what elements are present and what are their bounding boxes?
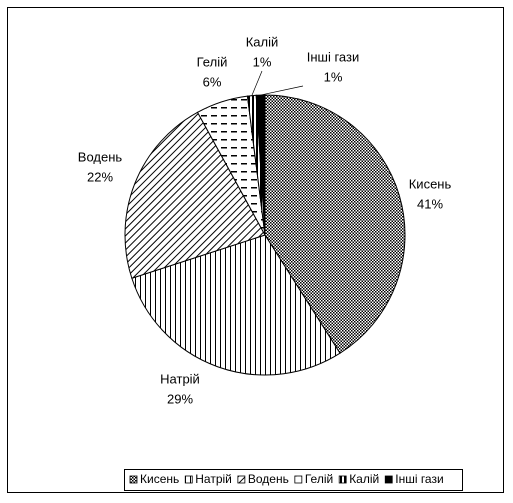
- slice-label: Натрій: [160, 371, 200, 386]
- legend-label: Натрій: [195, 472, 232, 486]
- legend-swatch: [184, 475, 193, 484]
- slice-value-label: 1%: [253, 54, 272, 69]
- slice-label: Інші гази: [307, 49, 359, 64]
- slice-label: Калій: [246, 34, 279, 49]
- pie-slice: [264, 94, 406, 354]
- legend-label: Водень: [248, 472, 289, 486]
- slice-value-label: 29%: [167, 391, 193, 406]
- legend-box: [124, 469, 463, 491]
- legend-swatch: [129, 475, 138, 484]
- slice-value-label: 1%: [324, 69, 343, 84]
- slice-label: Водень: [78, 149, 123, 164]
- pie-slice: [255, 94, 266, 236]
- slice-label: Кисень: [409, 176, 452, 191]
- leader-line: [251, 70, 263, 96]
- legend-swatch: [338, 475, 347, 484]
- legend-label: Гелій: [305, 472, 333, 486]
- pie-slice: [124, 111, 266, 279]
- legend-swatch: [237, 475, 246, 484]
- legend-swatch: [384, 475, 393, 484]
- legend-label: Кисень: [140, 472, 179, 486]
- legend: Кисень Натрій Водень Гелій Калій Інші гази: [129, 472, 444, 486]
- leader-line: [260, 85, 304, 96]
- slice-value-label: 6%: [203, 74, 222, 89]
- legend-label: Інші гази: [395, 472, 443, 486]
- pie-slice: [131, 234, 341, 376]
- slice-value-label: 41%: [417, 196, 443, 211]
- slice-value-label: 22%: [87, 169, 113, 184]
- legend-swatch: [294, 475, 303, 484]
- slice-label: Гелій: [197, 54, 228, 69]
- legend-label: Калій: [349, 472, 379, 486]
